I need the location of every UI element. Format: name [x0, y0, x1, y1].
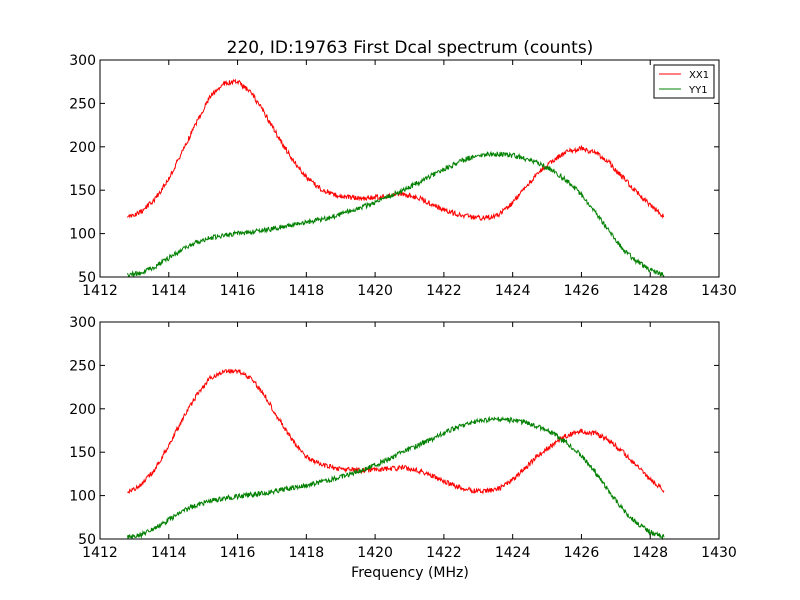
- top-x-tick-label: 1412: [82, 283, 118, 299]
- bottom-plot-frame: [99, 321, 720, 540]
- bottom-x-tick-label: 1420: [357, 545, 393, 561]
- top-series-xx1-line: [127, 78, 665, 221]
- bottom-y-tick-label: 50: [78, 532, 96, 548]
- top-y-tick-label: 100: [69, 227, 96, 243]
- bottom-x-tick-label: 1416: [220, 545, 256, 561]
- top-x-tick-label: 1414: [151, 283, 187, 299]
- bottom-y-tick-label: 100: [69, 489, 96, 505]
- top-series-yy1-line: [127, 150, 665, 278]
- bottom-panel: 1412 1414 1416 1418 1420 1422 1424 1426 1428 1430…: [69, 315, 737, 561]
- top-y-tick-label: 200: [69, 140, 96, 156]
- top-x-tick-label: 1426: [564, 283, 600, 299]
- bottom-x-tick-label: 1418: [289, 545, 325, 561]
- legend-label-yy1: YY1: [688, 85, 708, 96]
- top-x-tick-label: 1418: [289, 283, 325, 299]
- bottom-x-tick-label: 1426: [564, 545, 600, 561]
- top-x-tick-label: 1428: [632, 283, 668, 299]
- legend-box: [653, 64, 715, 99]
- top-x-tick-label: 1416: [220, 283, 256, 299]
- bottom-x-tick-label: 1424: [495, 545, 531, 561]
- top-y-tick-label: 300: [69, 53, 96, 69]
- bottom-x-tick-label: 1428: [632, 545, 668, 561]
- bottom-x-tick-label: 1412: [82, 545, 118, 561]
- top-panel: 1412 1414 1416 1418 1420 1422 1424 1426 1428 1430…: [69, 53, 737, 299]
- bottom-y-tick-label: 150: [69, 445, 96, 461]
- bottom-x-tick-label: 1430: [701, 545, 737, 561]
- bottom-series-yy1-line: [127, 415, 665, 541]
- top-y-tick-label: 50: [78, 270, 96, 286]
- bottom-y-tick-label: 200: [69, 402, 96, 418]
- bottom-series-xx1-line: [127, 368, 665, 495]
- top-x-tick-label: 1424: [495, 283, 531, 299]
- bottom-x-tick-label: 1422: [426, 545, 462, 561]
- bottom-y-tick-label: 300: [69, 315, 96, 331]
- chart-title: 220, ID:19763 First Dcal spectrum (count…: [227, 38, 594, 58]
- bottom-y-tick-label: 250: [69, 358, 96, 374]
- bottom-x-tick-label: 1414: [151, 545, 187, 561]
- top-y-tick-label: 250: [69, 96, 96, 112]
- legend-label-xx1: XX1: [689, 70, 709, 81]
- top-plot-frame: [99, 59, 720, 278]
- top-x-tick-label: 1422: [426, 283, 462, 299]
- top-x-tick-label: 1420: [357, 283, 393, 299]
- top-y-tick-label: 150: [69, 183, 96, 199]
- x-axis-label: Frequency (MHz): [351, 565, 469, 581]
- top-x-tick-label: 1430: [701, 283, 737, 299]
